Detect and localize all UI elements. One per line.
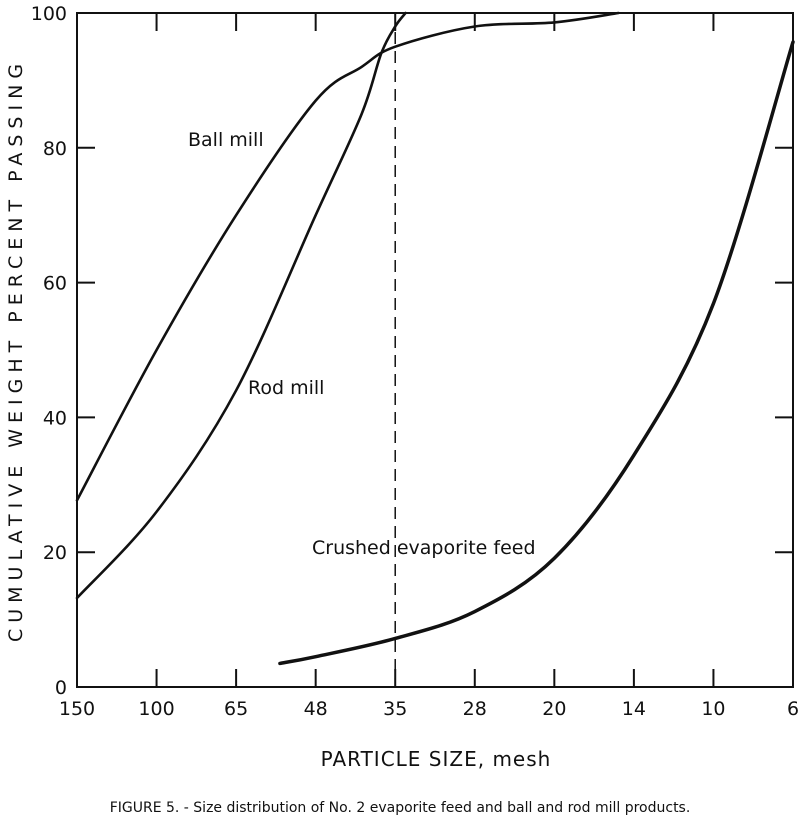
series-line-crushed-evaporite-feed xyxy=(278,40,795,666)
figure-caption: FIGURE 5. - Size distribution of No. 2 e… xyxy=(110,800,691,816)
x-tick-label: 20 xyxy=(542,698,566,720)
y-tick-label: 80 xyxy=(43,138,67,160)
label-rod-mill: Rod mill xyxy=(248,377,324,399)
x-tick-label: 35 xyxy=(383,698,407,720)
x-tick-label: 150 xyxy=(59,698,95,720)
y-tick-label: 100 xyxy=(31,3,67,25)
x-axis-label: PARTICLE SIZE, mesh xyxy=(321,747,552,771)
x-tick-label: 28 xyxy=(463,698,487,720)
x-tick-label: 10 xyxy=(701,698,725,720)
x-tick-label: 48 xyxy=(304,698,328,720)
y-tick-label: 60 xyxy=(43,273,67,295)
x-tick-label: 65 xyxy=(224,698,248,720)
x-tick-label: 100 xyxy=(138,698,174,720)
x-tick-label: 6 xyxy=(787,698,799,720)
plot-frame xyxy=(76,12,794,688)
x-tick-label: 14 xyxy=(622,698,646,720)
label-ball-mill: Ball mill xyxy=(188,129,264,151)
y-axis-label: CUMULATIVE WEIGHT PERCENT PASSING xyxy=(5,58,27,642)
y-tick-label: 20 xyxy=(43,542,67,564)
curves xyxy=(75,11,795,666)
label-crushed-feed: Crushed evaporite feed xyxy=(312,537,536,559)
series-line-rod-mill xyxy=(75,11,407,600)
y-tick-label: 40 xyxy=(43,407,67,429)
y-tick-label: 0 xyxy=(55,677,67,699)
series-line-ball-mill xyxy=(75,11,620,502)
